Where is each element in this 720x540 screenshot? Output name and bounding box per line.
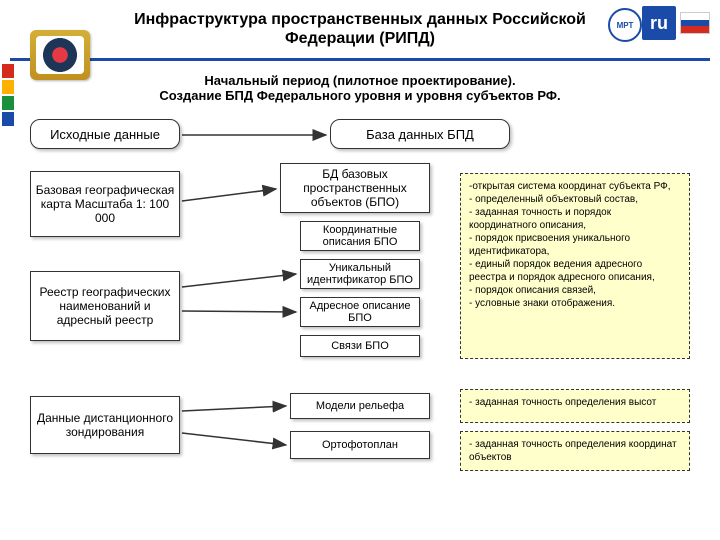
- ministry-logo: МРТ: [608, 8, 642, 42]
- arrow-3: [182, 311, 296, 312]
- arrow-4: [182, 406, 286, 411]
- title-underline: [10, 58, 710, 61]
- state-emblem: [30, 30, 90, 80]
- ru-logo: ru: [642, 6, 676, 40]
- box-coord: Координатные описания БПО: [300, 221, 420, 251]
- page-title: Инфраструктура пространственных данных Р…: [90, 10, 630, 48]
- box-src3: Данные дистанционного зондирования: [30, 396, 180, 454]
- box-db_header: База данных БПД: [330, 119, 510, 149]
- arrow-5: [182, 433, 286, 445]
- arrow-2: [182, 274, 296, 287]
- box-addr: Адресное описание БПО: [300, 297, 420, 327]
- box-src2: Реестр географических наименований и адр…: [30, 271, 180, 341]
- box-src1: Базовая географическая карта Масштаба 1:…: [30, 171, 180, 237]
- flag-icon: [680, 12, 710, 34]
- note-note3: - заданная точность определения координа…: [460, 431, 690, 471]
- note-note2: - заданная точность определения высот: [460, 389, 690, 423]
- box-links: Связи БПО: [300, 335, 420, 357]
- ru-logo-block: ru: [642, 6, 710, 40]
- arrow-1: [182, 189, 276, 201]
- box-src_header: Исходные данные: [30, 119, 180, 149]
- diagram-stage: Исходные данные База данных БПД Базовая ге…: [0, 111, 720, 521]
- subtitle: Начальный период (пилотное проектировани…: [20, 73, 700, 103]
- box-relief: Модели рельефа: [290, 393, 430, 419]
- box-uid: Уникальный идентификатор БПО: [300, 259, 420, 289]
- note-note1: -открытая система координат субъекта РФ,…: [460, 173, 690, 359]
- box-ortho: Ортофотоплан: [290, 431, 430, 459]
- box-bpo: БД базовых пространственных объектов (БП…: [280, 163, 430, 213]
